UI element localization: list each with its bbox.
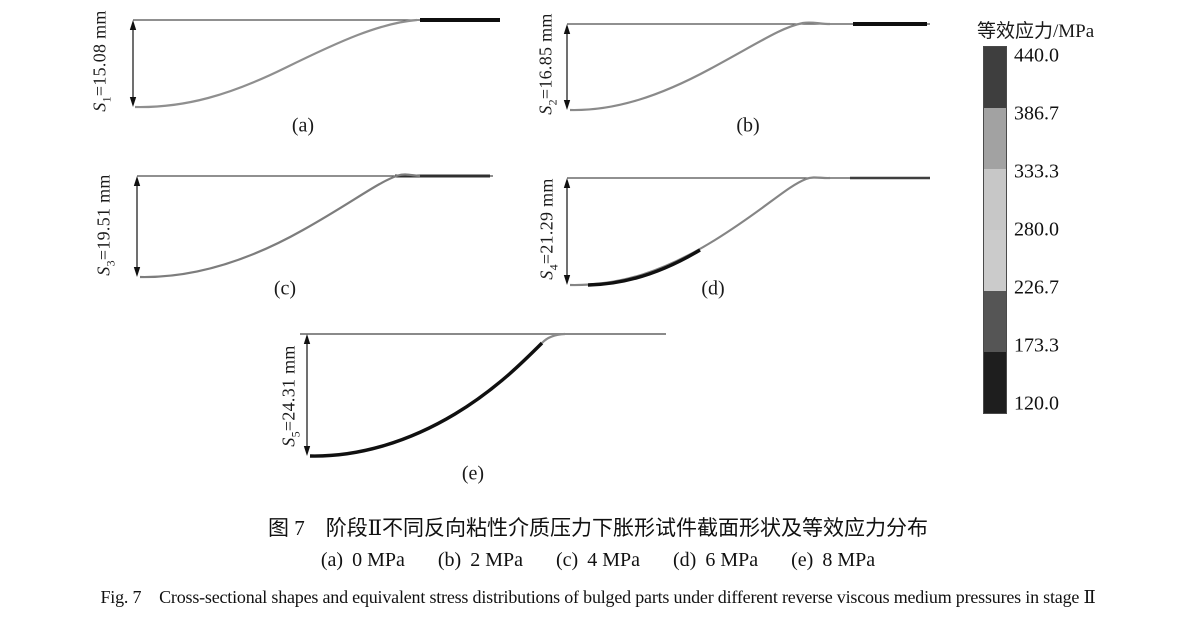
depth-symbol-sub: 1 <box>99 96 114 103</box>
dimension-arrow <box>563 24 571 110</box>
colorbar-band <box>984 108 1006 169</box>
dimension-label-b: S2=16.85 mm <box>536 13 561 114</box>
dimension-label-c: S3=19.51 mm <box>94 174 119 275</box>
panel-e-drawing <box>300 332 666 458</box>
colorbar-tick: 226.7 <box>1014 276 1059 299</box>
colorbar-band <box>984 352 1006 413</box>
dimension-label-d: S4=21.29 mm <box>537 178 562 279</box>
colorbar-tick: 173.3 <box>1014 334 1059 357</box>
colorbar-band <box>984 230 1006 291</box>
colorbar <box>983 46 1007 414</box>
dimension-label-a: S1=15.08 mm <box>90 10 115 111</box>
colorbar-title: 等效应力/MPa <box>977 21 1095 42</box>
colorbar-tick: 120.0 <box>1014 392 1059 415</box>
depth-value: =21.29 mm <box>536 178 557 265</box>
stress-segment-dark-lower <box>587 248 701 287</box>
caption-chinese: 图 7 阶段Ⅱ不同反向粘性介质压力下胀形试件截面形状及等效应力分布 <box>267 516 929 540</box>
panel-letter-b: (b) <box>736 114 760 137</box>
bulge-profile-curve <box>139 173 421 279</box>
depth-symbol-sub: 2 <box>545 99 560 106</box>
subcaption-item-a: (a) 0 MPa <box>320 549 405 571</box>
depth-symbol: S <box>536 270 557 280</box>
depth-symbol: S <box>89 102 110 112</box>
depth-value: =15.08 mm <box>89 10 110 97</box>
bulge-profile-curve <box>569 176 831 287</box>
subcaption-item-e: (e) 8 MPa <box>791 549 876 571</box>
dimension-arrow <box>303 334 311 456</box>
bulge-profile-curve <box>134 18 418 109</box>
depth-symbol: S <box>93 266 114 276</box>
panel-letter-e: (e) <box>461 462 485 485</box>
caption-subpanels: (a) 0 MPa (b) 2 MPa (c) 4 MPa (d) 6 MPa (e) 8… <box>0 549 1196 572</box>
depth-value: =16.85 mm <box>535 13 556 100</box>
dimension-arrow <box>133 176 141 277</box>
colorbar-tick: 440.0 <box>1014 44 1059 67</box>
colorbar-band <box>984 291 1006 352</box>
depth-symbol-sub: 3 <box>103 260 118 267</box>
stress-segment-dark-lower <box>309 341 544 458</box>
panel-c-drawing <box>133 173 493 279</box>
colorbar-band <box>984 169 1006 230</box>
panel-letter-c: (c) <box>273 277 297 300</box>
panel-d-drawing <box>563 176 930 287</box>
panel-letter-a: (a) <box>291 114 315 137</box>
dimension-arrow <box>129 20 137 107</box>
depth-symbol-sub: 4 <box>546 264 561 271</box>
subcaption-item-c: (c) 4 MPa <box>556 549 640 571</box>
bulge-profile-curve <box>541 332 566 344</box>
bulge-profile-curve <box>569 21 831 112</box>
colorbar-tick: 280.0 <box>1014 218 1059 241</box>
dimension-arrow <box>563 178 571 285</box>
subcaption-item-b: (b) 2 MPa <box>437 549 523 571</box>
depth-symbol: S <box>535 105 556 115</box>
depth-value: =19.51 mm <box>93 174 114 261</box>
panel-letter-d: (d) <box>701 277 725 300</box>
colorbar-band <box>984 47 1006 108</box>
panel-b-drawing <box>563 21 930 112</box>
caption-english: Fig. 7 Cross-sectional shapes and equiva… <box>100 587 1096 607</box>
colorbar-tick: 333.3 <box>1014 160 1059 183</box>
colorbar-tick: 386.7 <box>1014 102 1059 125</box>
panel-a-drawing <box>129 18 500 109</box>
subcaption-item-d: (d) 6 MPa <box>673 549 759 571</box>
